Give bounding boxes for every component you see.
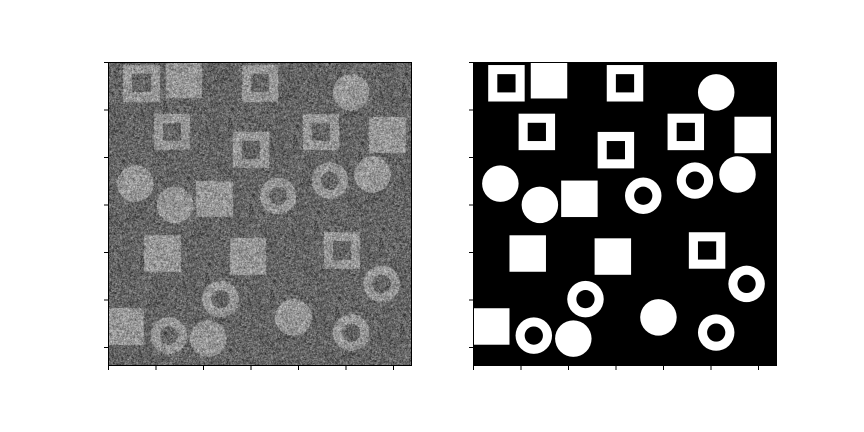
noisy-image (108, 62, 412, 366)
binary-mask-ticks (469, 62, 759, 370)
square-ring-hole-2 (615, 74, 635, 93)
binary-mask-image (473, 62, 777, 366)
annulus-hole-18 (576, 290, 595, 309)
square-ring-hole-6 (676, 122, 695, 142)
annulus-hole-11 (634, 186, 653, 205)
annulus-hole-21 (524, 326, 543, 345)
noisy-image-ticks (104, 62, 394, 370)
annulus-hole-17 (737, 274, 756, 294)
circle-3 (697, 74, 735, 111)
circle-8 (482, 165, 519, 202)
square-14 (509, 235, 546, 272)
square-ring-hole-5 (606, 141, 625, 160)
circle-22 (555, 320, 592, 357)
square-7 (734, 116, 771, 154)
circle-20 (640, 299, 677, 336)
annulus-hole-12 (685, 171, 705, 190)
annulus-hole-23 (707, 323, 726, 342)
noisy-image-panel (104, 62, 412, 370)
square-19 (473, 308, 510, 345)
binary-background (473, 62, 777, 366)
square-ring-hole-16 (697, 241, 717, 260)
square-10 (561, 180, 598, 218)
circle-13 (719, 156, 756, 193)
square-15 (594, 238, 632, 275)
square-1 (530, 62, 568, 99)
circle-9 (521, 186, 559, 224)
square-ring-hole-0 (497, 74, 516, 93)
binary-mask-panel (469, 62, 777, 370)
square-ring-hole-4 (527, 122, 546, 142)
